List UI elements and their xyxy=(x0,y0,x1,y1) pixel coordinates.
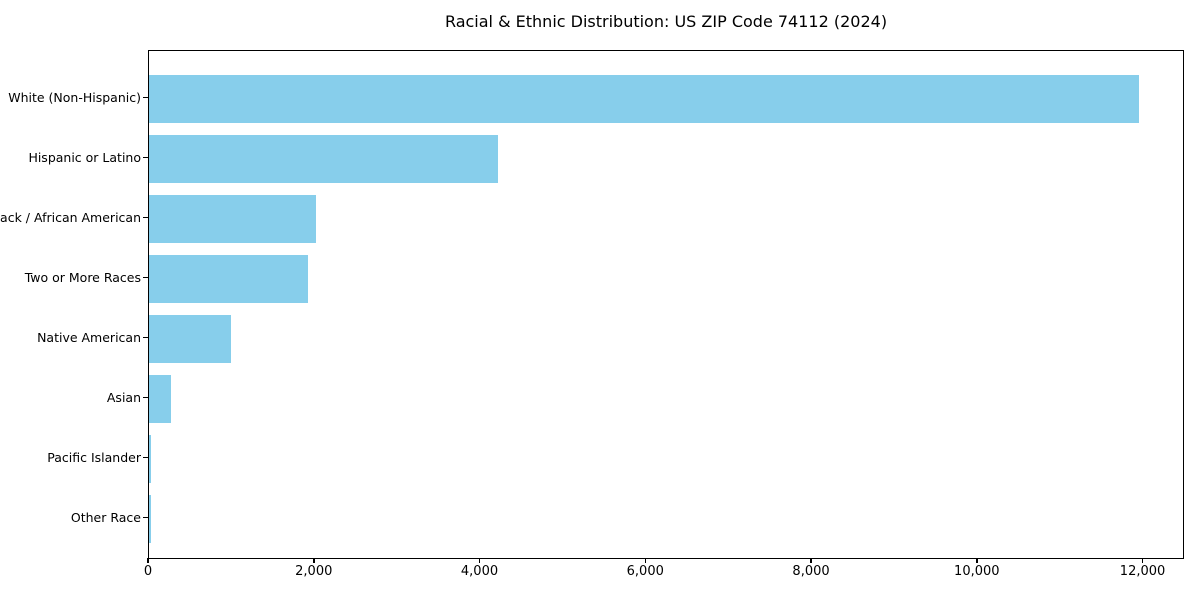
bar-other-race xyxy=(149,494,152,543)
x-tick-mark xyxy=(313,558,315,563)
y-axis-label: Two or More Races xyxy=(24,269,141,285)
x-tick-mark xyxy=(644,558,647,563)
y-tick-mark xyxy=(143,396,148,399)
bar-pacific-islander xyxy=(149,434,152,483)
y-axis-label: Other Race xyxy=(70,509,141,525)
bar-two-or-more-races xyxy=(149,254,309,303)
y-axis-label: White (Non-Hispanic) xyxy=(8,89,141,105)
bar-native-american xyxy=(149,314,232,363)
x-tick-label: 4,000 xyxy=(460,564,499,579)
x-tick-mark xyxy=(976,558,978,563)
x-tick-mark xyxy=(147,558,149,563)
x-tick-mark xyxy=(1141,558,1144,563)
y-tick-mark xyxy=(143,516,148,519)
y-tick-mark xyxy=(143,96,148,99)
x-tick-label: 8,000 xyxy=(792,564,830,579)
x-tick-label: 10,000 xyxy=(954,564,1000,579)
x-tick-mark xyxy=(810,558,812,563)
chart-title: Racial & Ethnic Distribution: US ZIP Cod… xyxy=(444,12,888,31)
y-tick-mark xyxy=(143,156,148,159)
bar-asian xyxy=(149,374,172,423)
y-tick-mark xyxy=(143,336,148,339)
y-tick-mark xyxy=(143,216,148,219)
y-axis-label: Asian xyxy=(106,389,141,405)
y-axis-label: Black / African American xyxy=(0,209,141,225)
y-axis-label: Native American xyxy=(37,329,141,345)
y-axis-label: Pacific Islander xyxy=(47,449,141,465)
x-tick-mark xyxy=(478,558,481,563)
x-tick-label: 6,000 xyxy=(626,564,664,579)
x-tick-label: 12,000 xyxy=(1119,564,1166,579)
y-tick-mark xyxy=(143,276,148,279)
y-tick-mark xyxy=(143,456,148,459)
bar-black-african-american xyxy=(149,194,316,243)
y-axis-label: Hispanic or Latino xyxy=(28,149,141,165)
x-tick-label: 0 xyxy=(143,564,153,579)
x-tick-label: 2,000 xyxy=(295,564,333,579)
plot-area xyxy=(148,50,1184,559)
bar-white-non-hispanic- xyxy=(149,74,1139,123)
bar-hispanic-or-latino xyxy=(149,134,498,183)
